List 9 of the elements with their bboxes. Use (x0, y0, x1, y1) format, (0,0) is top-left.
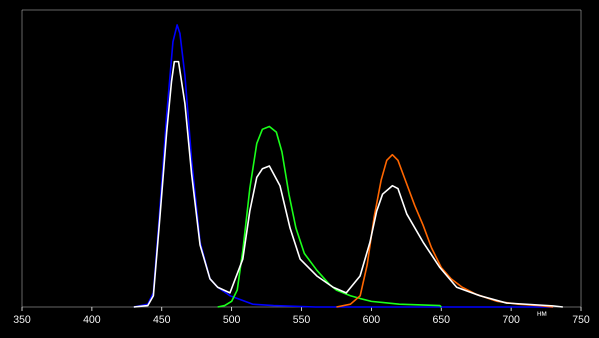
x-tick-label: 450 (153, 316, 170, 323)
x-tick-label: 400 (83, 316, 100, 323)
x-tick-label: 550 (293, 316, 310, 323)
x-tick-label: 650 (433, 316, 450, 323)
x-tick-label: 600 (363, 316, 380, 323)
x-tick-label: 750 (572, 316, 590, 323)
x-tick-label: 350 (14, 316, 30, 323)
x-tick-label: 500 (223, 316, 240, 323)
x-tick-label: 700 (502, 316, 520, 323)
